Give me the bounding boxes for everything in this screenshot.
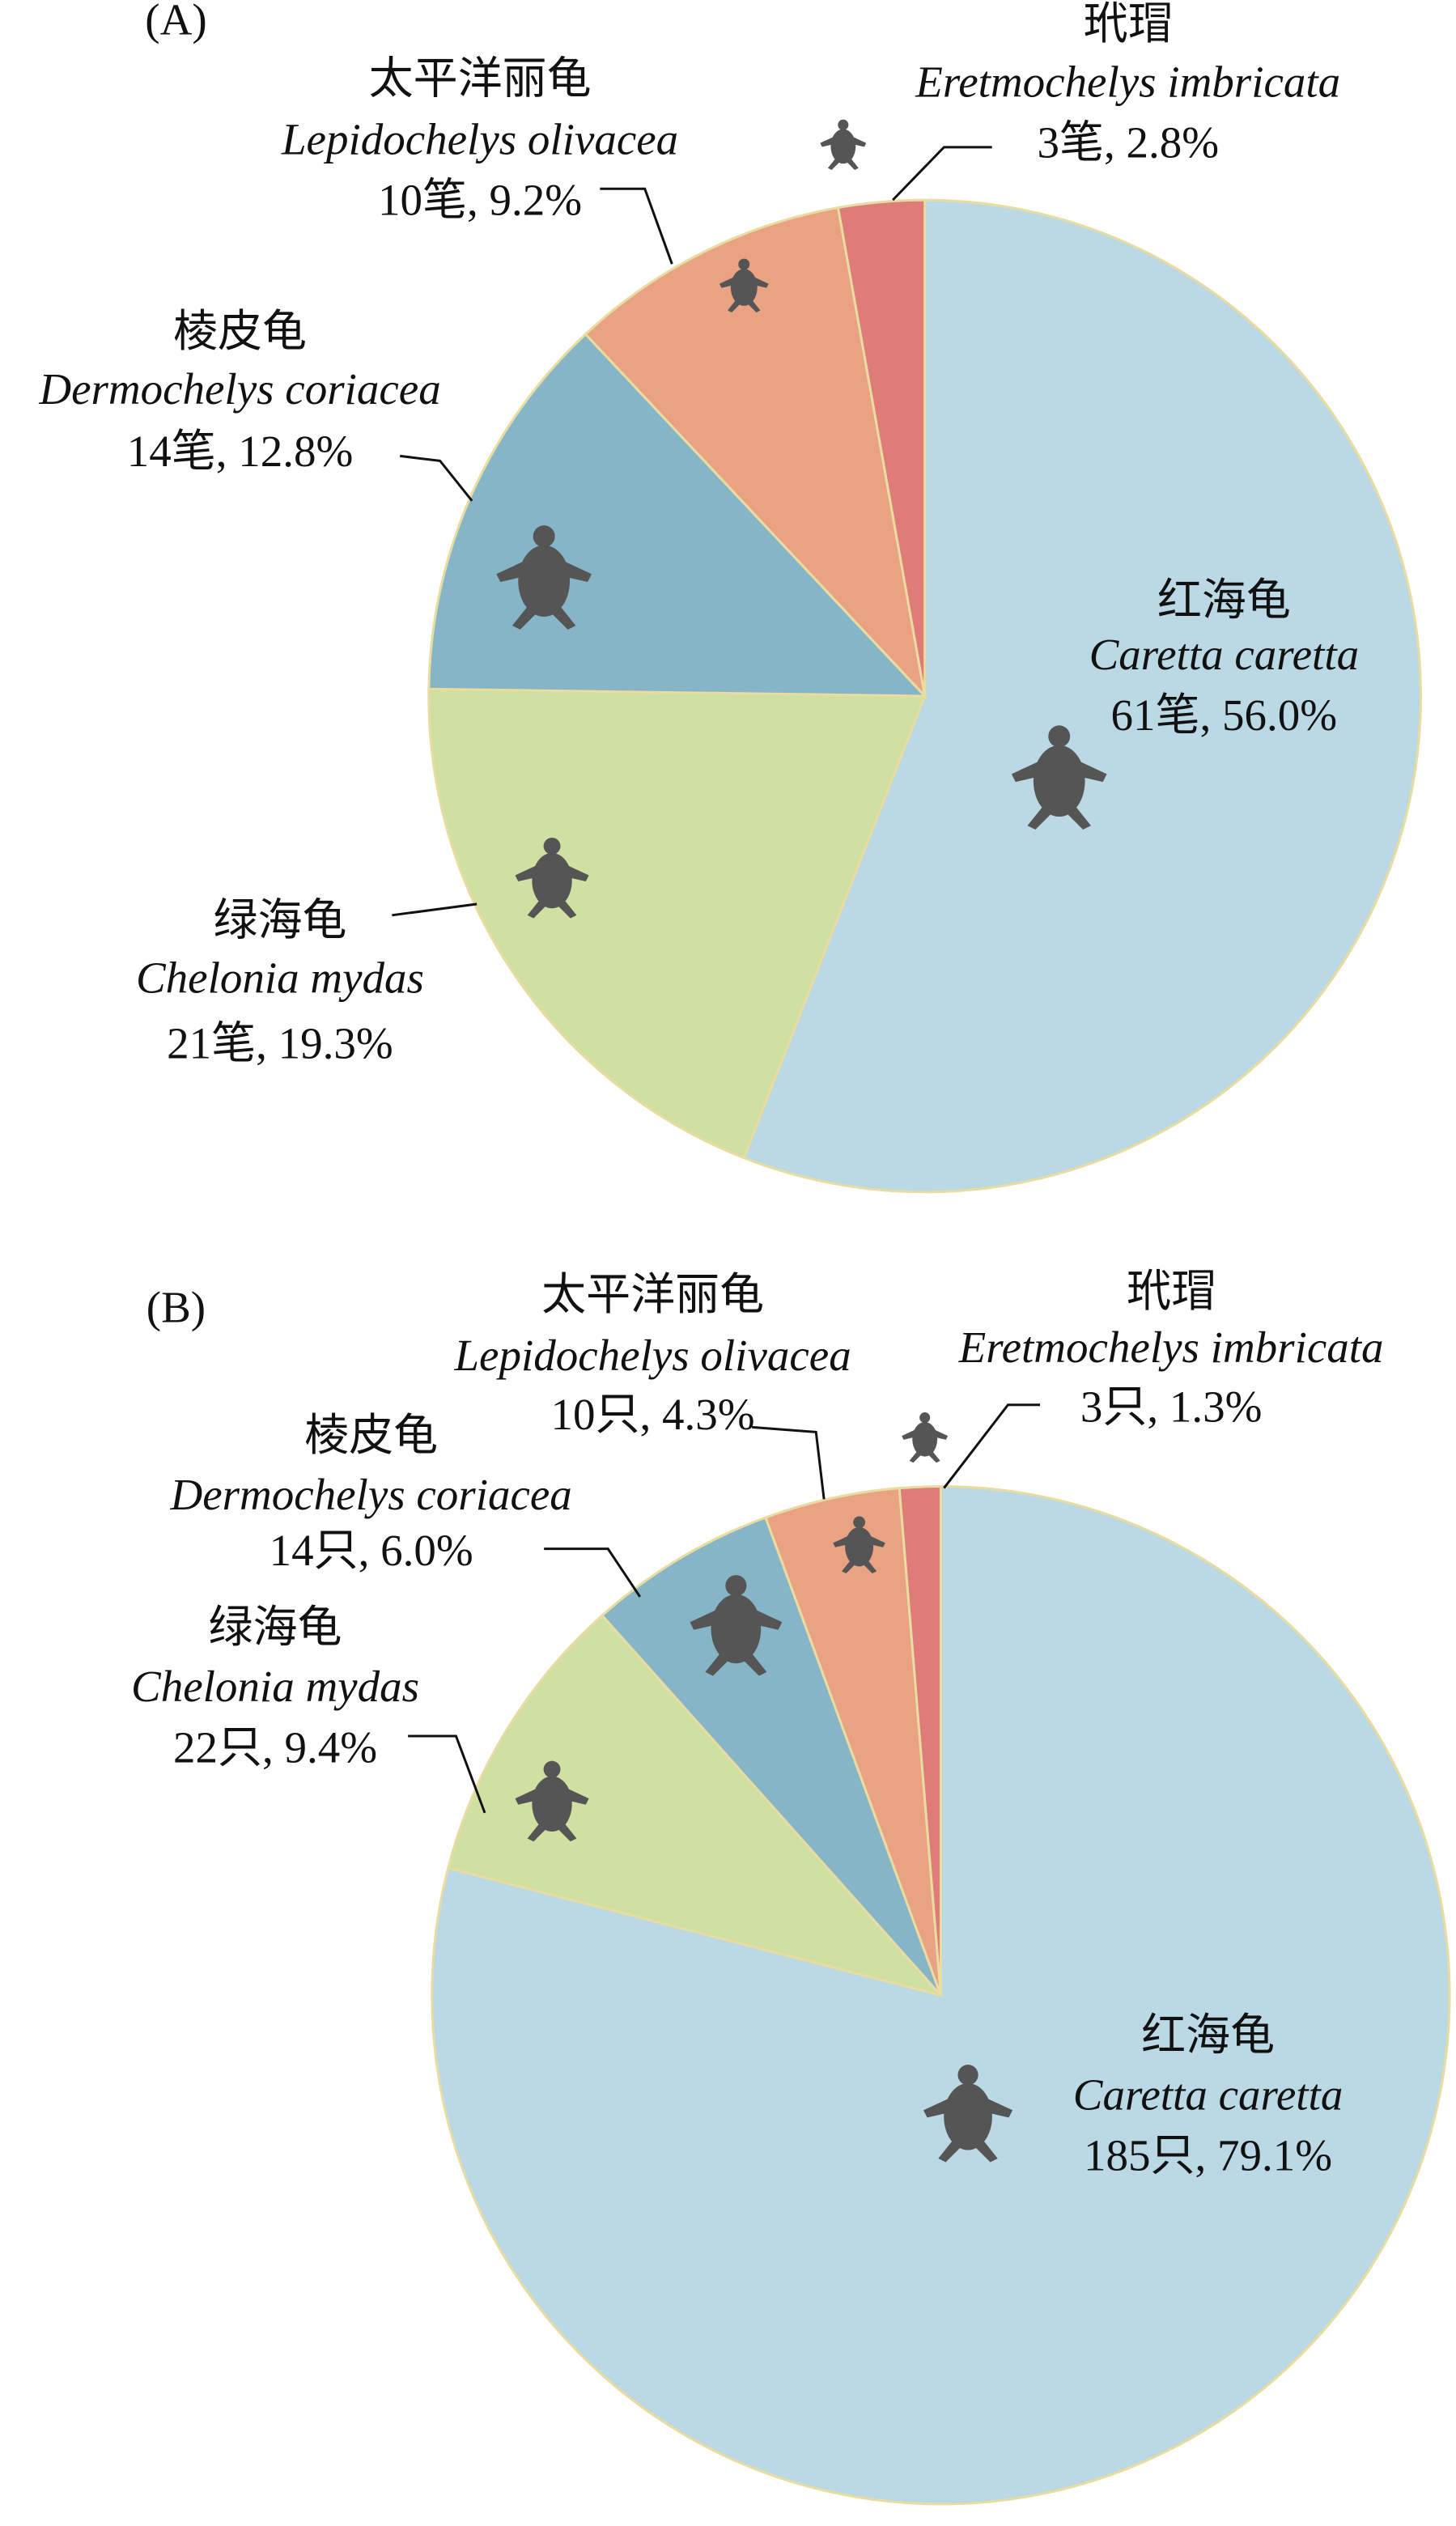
slice-value-label: 10只, 4.3% — [551, 1390, 755, 1439]
slice-label-name: 太平洋丽龟 — [369, 53, 592, 103]
slice-label-species: Dermochelys coriacea — [169, 1470, 571, 1519]
pie-slice — [836, 198, 927, 697]
slice-value-label: 21笔, 19.3% — [167, 1019, 393, 1068]
slice-value-label: 22只, 9.4% — [173, 1722, 377, 1772]
slice-value-label: 3只, 1.3% — [1080, 1382, 1263, 1431]
slice-label-name: 红海龟 — [1141, 2010, 1275, 2060]
slice-label-species: Caretta caretta — [1073, 2070, 1344, 2119]
slice-label-species: Chelonia mydas — [131, 1662, 419, 1711]
slice-value-label: 61笔, 56.0% — [1111, 690, 1338, 740]
pie-slice — [427, 687, 927, 1160]
leader-line — [400, 454, 473, 502]
slice-value-label: 10笔, 9.2% — [378, 176, 582, 225]
slice-label-species: Chelonia mydas — [136, 953, 424, 1002]
leader-line — [943, 1403, 1040, 1489]
panel-title: (B) — [146, 1283, 206, 1332]
pie-slice — [600, 1516, 942, 1997]
slice-label-name: 太平洋丽龟 — [541, 1270, 764, 1319]
slice-value-label: 3笔, 2.8% — [1037, 118, 1219, 168]
pie-slice — [898, 1485, 942, 1996]
slice-label-species: Eretmochelys imbricata — [915, 57, 1340, 106]
slice-value-label: 14笔, 12.8% — [127, 427, 354, 476]
pie-slice — [584, 206, 928, 700]
leader-line — [544, 1547, 642, 1598]
slice-label-name: 棱皮龟 — [304, 1411, 438, 1460]
turtle-icon — [902, 1412, 949, 1463]
slice-value-label: 14只, 6.0% — [270, 1526, 473, 1575]
turtle-icon — [820, 119, 867, 170]
leader-line — [600, 187, 673, 265]
slice-label-name: 玳瑁 — [1127, 1267, 1216, 1316]
pie-slice — [742, 198, 1423, 1194]
slice-value-label: 185只, 79.1% — [1084, 2130, 1332, 2180]
pie-slice — [764, 1487, 942, 1996]
slice-label-name: 绿海龟 — [213, 895, 346, 945]
slice-label-species: Caretta caretta — [1089, 630, 1360, 679]
slice-label-species: Dermochelys coriacea — [38, 364, 440, 414]
slice-label-name: 棱皮龟 — [173, 307, 307, 356]
leader-line — [892, 146, 992, 202]
slice-label-species: Lepidochelys olivacea — [281, 115, 678, 164]
panel-title: (A) — [145, 0, 206, 44]
slice-label-species: Lepidochelys olivacea — [453, 1331, 851, 1380]
slice-label-species: Eretmochelys imbricata — [958, 1322, 1384, 1372]
leader-line — [408, 1734, 486, 1814]
slice-label-name: 绿海龟 — [209, 1603, 342, 1652]
pie-slice — [446, 1613, 944, 1997]
slice-label-name: 玳瑁 — [1084, 0, 1173, 49]
slice-label-name: 红海龟 — [1157, 575, 1291, 625]
leader-line — [752, 1425, 826, 1500]
leader-line — [392, 902, 478, 917]
